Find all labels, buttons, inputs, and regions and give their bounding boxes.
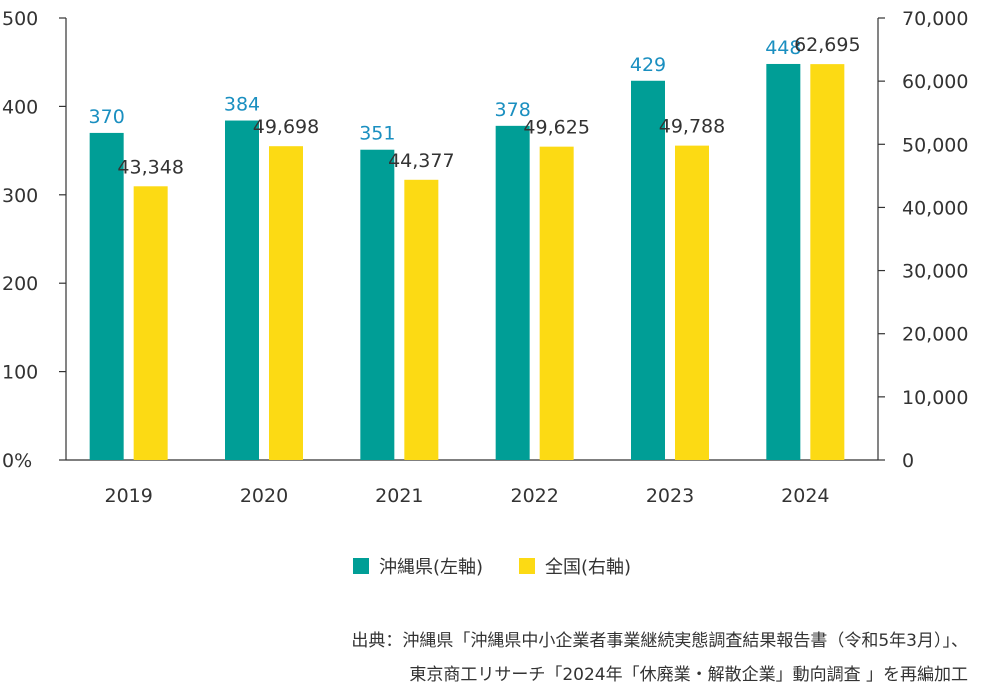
data-label-okinawa: 429: [630, 54, 666, 76]
bar-national: [539, 146, 574, 460]
bar-okinawa: [225, 120, 259, 460]
bar-okinawa: [89, 132, 124, 461]
legend-label-national: 全国(右軸): [545, 557, 632, 578]
data-label-national: 44,377: [388, 150, 454, 172]
right-axis-tick-label: 50,000: [902, 134, 968, 156]
x-axis-tick-label: 2019: [104, 485, 152, 507]
bar-national: [810, 64, 845, 460]
bar-national: [133, 186, 168, 461]
data-label-okinawa: 351: [359, 123, 395, 145]
data-label-national: 62,695: [794, 34, 860, 56]
data-label-national: 49,788: [659, 116, 725, 138]
left-axis-tick-label: 200: [2, 273, 38, 295]
left-axis-tick-label: 300: [2, 185, 38, 207]
legend-swatch-okinawa: [352, 558, 369, 574]
right-axis-tick-label: 30,000: [902, 261, 968, 283]
x-axis-tick-label: 2020: [240, 485, 288, 507]
left-axis-tick-label: 100: [2, 362, 38, 384]
right-axis-tick-label: 60,000: [902, 71, 968, 93]
legend: 沖縄県(左軸) 全国(右軸): [0, 553, 984, 579]
left-axis-tick-label: 400: [2, 96, 38, 118]
bar-okinawa: [766, 63, 801, 461]
bar-national: [675, 145, 709, 461]
x-axis-tick-label: 2023: [646, 485, 694, 507]
right-axis-tick-label: 70,000: [902, 8, 968, 30]
left-axis-tick-label: 0%: [2, 450, 32, 472]
x-axis-tick-label: 2021: [375, 485, 423, 507]
right-axis-tick-label: 40,000: [902, 197, 968, 219]
data-label-national: 49,625: [523, 117, 589, 139]
right-axis-tick-label: 0: [902, 450, 914, 472]
legend-item-national: 全国(右軸): [519, 553, 631, 579]
data-label-okinawa: 378: [495, 99, 531, 121]
x-axis-tick-label: 2024: [781, 485, 829, 507]
legend-label-okinawa: 沖縄県(左軸): [378, 557, 483, 578]
bar-okinawa: [631, 80, 665, 460]
data-label-okinawa: 448: [765, 37, 801, 59]
legend-swatch-national: [519, 558, 535, 574]
bar-okinawa: [360, 149, 395, 460]
x-axis-tick-label: 2022: [510, 485, 558, 507]
right-axis-tick-label: 10,000: [902, 387, 968, 409]
legend-item-okinawa: 沖縄県(左軸): [352, 553, 483, 579]
bar-national: [269, 146, 303, 460]
data-label-national: 49,698: [253, 116, 319, 138]
left-axis-tick-label: 500: [2, 8, 38, 30]
bar-okinawa: [495, 125, 530, 461]
bar-national: [404, 179, 439, 460]
data-label-okinawa: 370: [89, 106, 125, 128]
chart-canvas: 0% 100 200 300 400 500 0 10,000 20,000 30,000 40,0…: [2, 8, 968, 507]
data-label-okinawa: 384: [224, 94, 260, 116]
source-line-1: 出典：沖縄県「沖縄県中小企業者事業継続実態調査結果報告書（令和5年3月）」、: [351, 631, 968, 651]
data-label-national: 43,348: [117, 156, 183, 178]
right-axis-tick-label: 20,000: [902, 324, 968, 346]
source-line-2: 東京商工リサーチ「2024年「休廃業・解散企業」動向調査 」を再編加工: [409, 665, 968, 685]
